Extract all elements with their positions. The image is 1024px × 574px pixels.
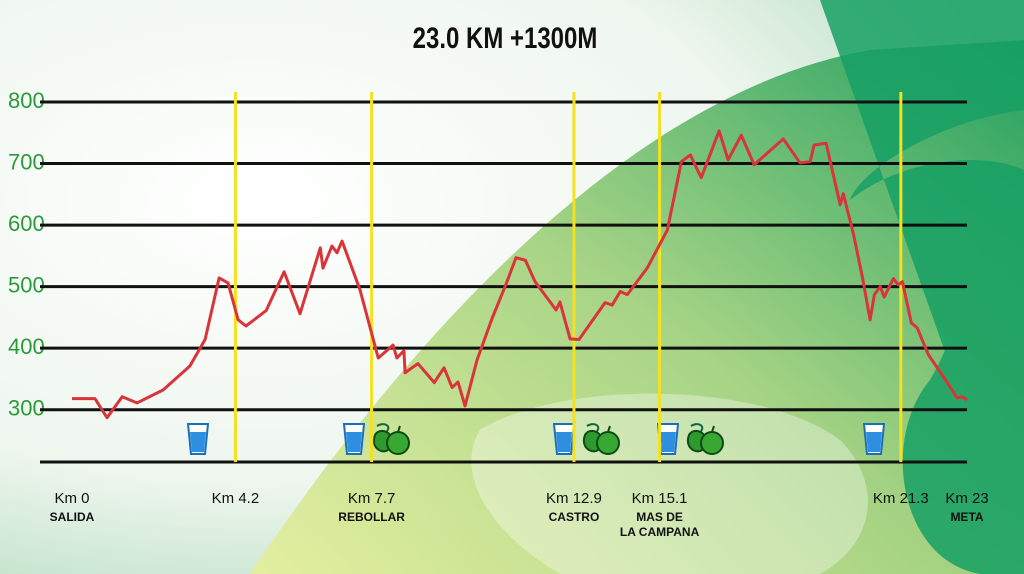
checkpoint-km: Km 21.3 — [873, 490, 929, 507]
checkpoint-name: MAS DE — [636, 510, 683, 524]
y-tick-label: 800 — [8, 88, 45, 113]
checkpoint-km: Km 15.1 — [632, 490, 688, 507]
water-icon — [343, 423, 365, 455]
checkpoint-km: Km 7.7 — [348, 490, 396, 507]
y-tick-label: 400 — [8, 334, 45, 359]
water-icon — [553, 423, 575, 455]
checkpoint-name: CASTRO — [549, 510, 600, 524]
y-tick-label: 500 — [8, 272, 45, 297]
checkpoint-name: LA CAMPANA — [620, 525, 700, 539]
checkpoint-km: Km 23 — [945, 490, 988, 507]
y-tick-label: 600 — [8, 211, 45, 236]
checkpoint-km: Km 0 — [54, 490, 89, 507]
water-icon — [863, 423, 885, 455]
checkpoint-name: META — [950, 510, 983, 524]
water-icon — [187, 423, 209, 455]
chart-title: 23.0 KM +1300M — [413, 20, 598, 54]
background-swoosh — [250, 40, 1024, 574]
checkpoint-km: Km 12.9 — [546, 490, 602, 507]
elevation-line — [72, 129, 968, 420]
y-tick-label: 300 — [8, 396, 45, 421]
checkpoint-km: Km 4.2 — [212, 490, 260, 507]
checkpoint-name: REBOLLAR — [338, 510, 405, 524]
checkpoint-name: SALIDA — [50, 510, 95, 524]
y-tick-label: 700 — [8, 149, 45, 174]
